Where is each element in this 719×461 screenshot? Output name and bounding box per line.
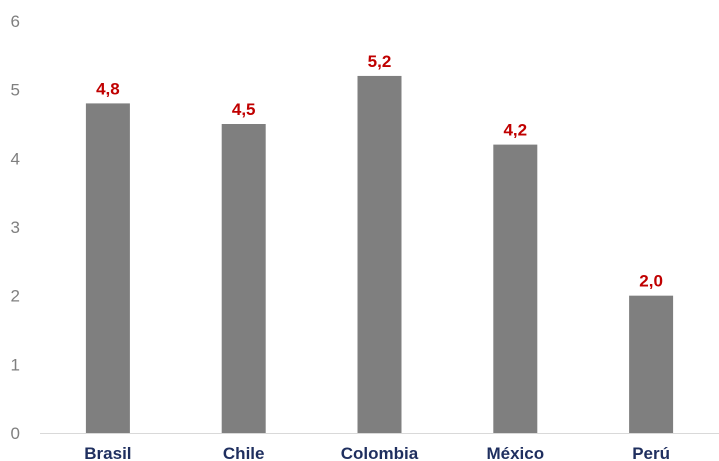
data-label: 4,2 [503,121,527,140]
y-axis-ticks: 0 1 2 3 4 5 6 [11,12,20,443]
x-category-label: Chile [223,444,265,461]
y-tick-label: 6 [11,12,20,31]
y-tick-label: 2 [11,287,20,306]
data-label: 5,2 [368,52,392,71]
bar-brasil [85,103,130,434]
bar-colombia [357,75,402,433]
x-category-label: Perú [632,444,670,461]
data-label: 2,0 [639,272,663,291]
data-labels: 4,8 4,5 5,2 4,2 2,0 [96,52,663,291]
bar-perú [629,295,674,433]
y-tick-label: 3 [11,218,20,237]
x-category-label: Colombia [341,444,419,461]
y-tick-label: 4 [11,149,20,168]
bar-méxico [493,144,538,433]
x-category-label: México [486,444,544,461]
y-tick-label: 5 [11,81,20,100]
bars [85,75,674,434]
y-tick-label: 1 [11,355,20,374]
data-label: 4,8 [96,79,120,98]
bar-chile [221,124,266,433]
y-tick-label: 0 [11,424,20,443]
x-category-label: Brasil [84,444,131,461]
x-axis-categories: Brasil Chile Colombia México Perú [84,444,670,461]
data-label: 4,5 [232,100,256,119]
